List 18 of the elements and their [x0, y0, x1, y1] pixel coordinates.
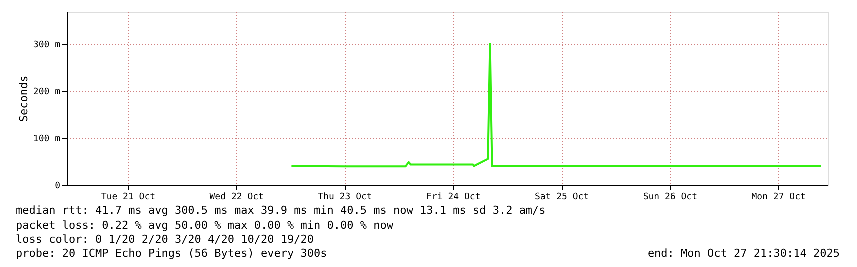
x-tick-label: Fri 24 Oct [426, 192, 481, 202]
text: packet loss: 0.22 % avg 50.00 % max 0.00 % min 0.00 % now [16, 219, 394, 232]
x-tick-label: Sat 25 Oct [534, 192, 590, 202]
text: end: Mon Oct 27 21:30:14 2025 [648, 247, 840, 260]
x-tick-label: Thu 23 Oct [318, 192, 372, 202]
text: probe: 20 ICMP Echo Pings (56 Bytes) every 300s [16, 247, 328, 260]
text: loss color: 0 1/20 2/20 3/20 4/20 10/20 19/20 [16, 233, 314, 246]
y-tick-label: 300 m [33, 40, 60, 50]
line-series [290, 42, 822, 168]
x-tick-label: Mon 27 Oct [752, 192, 806, 202]
x-tick-label: Tue 21 Oct [101, 192, 156, 202]
y-tick-label: 0 [55, 182, 60, 192]
y-tick-label: 200 m [33, 87, 60, 98]
text: median rtt: 41.7 ms avg 300.5 ms max 39.9 ms min 40.5 ms now 13.1 ms sd 3.2 am/s [16, 204, 546, 217]
y-axis-title: Seconds [17, 76, 30, 122]
x-tick-label: Wed 22 Oct [210, 192, 264, 202]
y-tick-label: 100 m [33, 134, 60, 144]
x-tick-label: Sun 26 Oct [643, 192, 698, 202]
